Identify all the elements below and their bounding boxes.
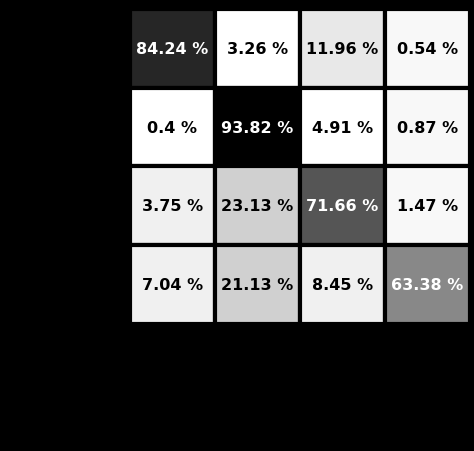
Text: 71.66 %: 71.66 % bbox=[306, 199, 378, 214]
Bar bbox=[385, 246, 470, 324]
Text: 63.38 %: 63.38 % bbox=[391, 277, 464, 292]
Bar bbox=[215, 167, 300, 246]
Bar bbox=[130, 10, 215, 88]
Bar bbox=[215, 10, 300, 88]
Text: 0.87 %: 0.87 % bbox=[397, 120, 458, 135]
Text: 4.91 %: 4.91 % bbox=[312, 120, 373, 135]
Bar bbox=[130, 167, 215, 246]
Text: 8.45 %: 8.45 % bbox=[312, 277, 373, 292]
Text: 0.54 %: 0.54 % bbox=[397, 42, 458, 57]
Bar bbox=[300, 167, 385, 246]
Bar bbox=[300, 88, 385, 167]
Text: 93.82 %: 93.82 % bbox=[221, 120, 293, 135]
Text: 23.13 %: 23.13 % bbox=[221, 199, 293, 214]
Bar bbox=[130, 246, 215, 324]
Text: 7.04 %: 7.04 % bbox=[142, 277, 203, 292]
Text: 1.47 %: 1.47 % bbox=[397, 199, 458, 214]
Bar bbox=[385, 88, 470, 167]
Bar bbox=[215, 88, 300, 167]
Text: 21.13 %: 21.13 % bbox=[221, 277, 293, 292]
Text: 11.96 %: 11.96 % bbox=[306, 42, 378, 57]
Text: 0.4 %: 0.4 % bbox=[147, 120, 197, 135]
Text: 3.26 %: 3.26 % bbox=[227, 42, 288, 57]
Bar bbox=[300, 10, 385, 88]
Bar bbox=[215, 246, 300, 324]
Bar bbox=[130, 88, 215, 167]
Text: 84.24 %: 84.24 % bbox=[136, 42, 209, 57]
Bar bbox=[385, 10, 470, 88]
Text: 3.75 %: 3.75 % bbox=[142, 199, 203, 214]
Bar bbox=[300, 246, 385, 324]
Bar bbox=[385, 167, 470, 246]
